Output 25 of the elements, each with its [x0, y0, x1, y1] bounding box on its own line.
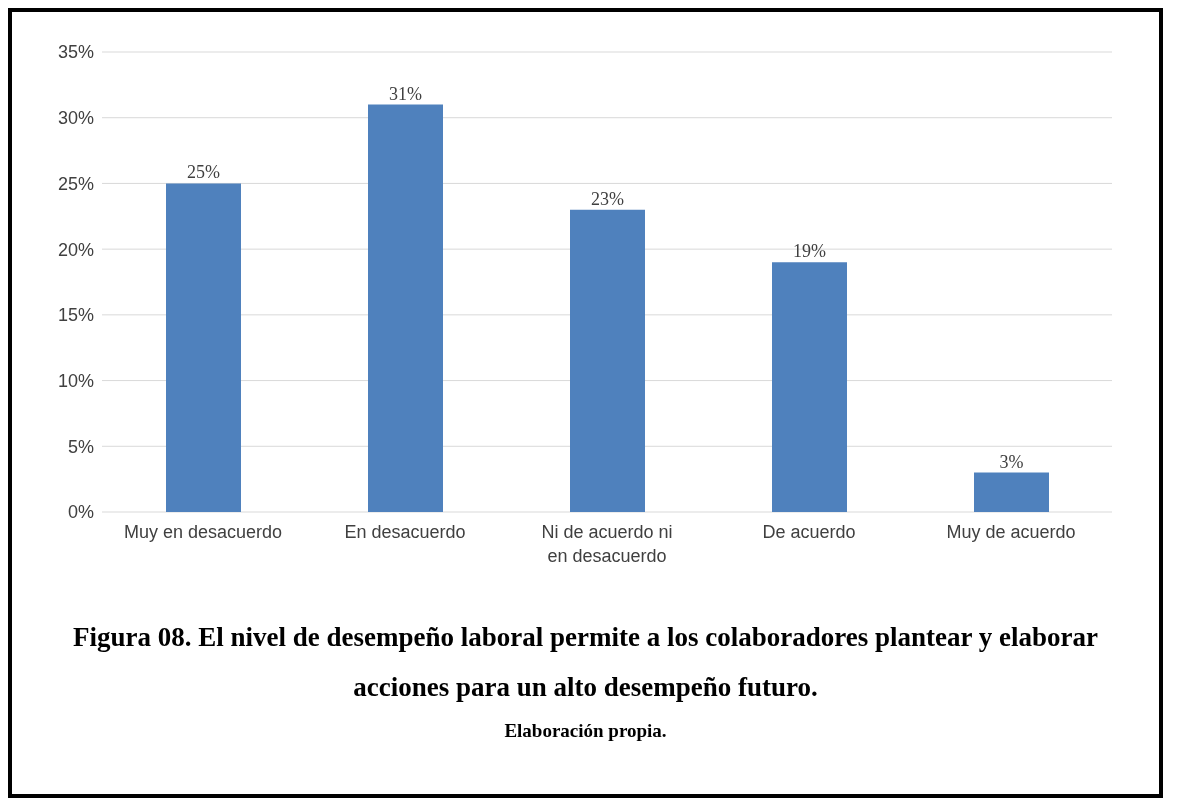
x-tick-label: Muy de acuerdo: [946, 522, 1076, 542]
data-label: 31%: [389, 83, 422, 104]
y-tick-label: 35%: [57, 42, 94, 63]
bar: [974, 472, 1049, 512]
y-tick-label: 0%: [67, 502, 94, 523]
x-tick-label: Ni de acuerdo ni en desacuerdo: [541, 522, 673, 566]
y-tick-label: 5%: [67, 436, 94, 457]
data-label: 19%: [793, 241, 826, 262]
y-tick-label: 30%: [57, 108, 94, 129]
data-label: 25%: [187, 162, 220, 183]
bar: [570, 209, 645, 512]
bar: [772, 262, 847, 512]
y-tick-label: 10%: [57, 370, 94, 391]
data-label: 3%: [999, 451, 1024, 472]
text: Figura 08. El nivel de desempeño laboral permite a los colaboradores plantear y elaborar acciones para un alto desempeño futuro.: [72, 621, 1099, 704]
data-label: 23%: [591, 188, 624, 209]
bar: [368, 104, 443, 512]
text: Elaboración propia.: [503, 720, 668, 742]
y-tick-label: 25%: [57, 173, 94, 194]
x-tick-label: Muy en desacuerdo: [123, 522, 283, 542]
y-tick-label: 15%: [57, 305, 94, 326]
x-tick-label: De acuerdo: [762, 522, 856, 542]
bar: [166, 183, 241, 512]
y-tick-label: 20%: [57, 239, 94, 260]
x-tick-label: En desacuerdo: [344, 522, 466, 542]
